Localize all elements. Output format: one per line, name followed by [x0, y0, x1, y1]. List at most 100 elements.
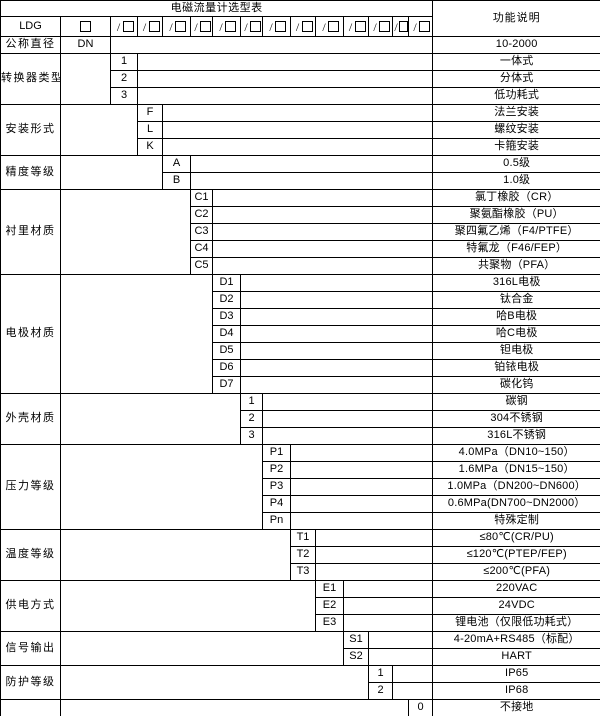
function-column-header: 功能说明 — [432, 0, 600, 37]
spacer-cell — [289, 478, 434, 496]
code-cell-pressure-p2[interactable]: P2 — [262, 461, 291, 479]
code-cell-power-e1[interactable]: E1 — [315, 580, 344, 598]
code-cell-dn[interactable]: DN — [60, 36, 111, 54]
desc-accessory-0: 不接地 — [432, 699, 600, 716]
spacer-cell — [109, 36, 434, 54]
empty-square-box-icon — [399, 21, 408, 32]
spacer-cell — [211, 189, 434, 207]
code-cell-pressure-pn[interactable]: Pn — [262, 512, 291, 530]
code-cell-protection-1[interactable]: 1 — [368, 665, 393, 683]
code-cell-shell-1[interactable]: 1 — [240, 393, 263, 411]
slash-separator: / — [169, 19, 173, 34]
model-box-1[interactable]: / — [110, 16, 138, 37]
spacer-cell — [239, 376, 434, 394]
spacer-cell — [211, 240, 434, 258]
section-label-pressure-class: 压力等级 — [0, 444, 61, 530]
spacer-cell — [261, 410, 434, 428]
slash-separator: / — [219, 19, 223, 34]
code-cell-electrode-d1[interactable]: D1 — [212, 274, 241, 292]
table-title: 电磁流量计选型表 — [0, 0, 434, 17]
code-cell-accuracy-b[interactable]: B — [162, 172, 191, 190]
code-cell-converter-3[interactable]: 3 — [110, 87, 138, 105]
desc-shell-3: 316L不锈钢 — [432, 427, 600, 445]
model-box-10[interactable]: / — [343, 16, 369, 37]
spacer-cell — [60, 444, 263, 530]
code-cell-lining-c1[interactable]: C1 — [190, 189, 213, 207]
spacer-cell — [342, 614, 434, 632]
model-box-13[interactable]: / — [407, 16, 434, 37]
code-cell-signal-s2[interactable]: S2 — [343, 648, 369, 666]
code-cell-lining-c2[interactable]: C2 — [190, 206, 213, 224]
code-cell-shell-2[interactable]: 2 — [240, 410, 263, 428]
empty-square-box-icon — [419, 21, 431, 32]
code-cell-electrode-d5[interactable]: D5 — [212, 342, 241, 360]
code-cell-pressure-p1[interactable]: P1 — [262, 444, 291, 462]
code-cell-install-k[interactable]: K — [137, 138, 163, 156]
empty-square-box-icon — [148, 21, 160, 32]
code-cell-temperature-t1[interactable]: T1 — [290, 529, 316, 547]
spacer-cell — [211, 206, 434, 224]
desc-converter-3: 低功耗式 — [432, 87, 600, 105]
model-box-2[interactable]: / — [137, 16, 163, 37]
code-cell-electrode-d6[interactable]: D6 — [212, 359, 241, 377]
section-label-electrode-material: 电极材质 — [0, 274, 61, 394]
code-cell-install-f[interactable]: F — [137, 104, 163, 122]
model-box-12[interactable]: / — [392, 16, 409, 37]
code-cell-electrode-d2[interactable]: D2 — [212, 291, 241, 309]
spacer-cell — [314, 546, 434, 564]
code-cell-pressure-p3[interactable]: P3 — [262, 478, 291, 496]
desc-protection-2: IP68 — [432, 682, 600, 700]
section-label-accuracy-class: 精度等级 — [0, 155, 61, 190]
code-cell-electrode-d4[interactable]: D4 — [212, 325, 241, 343]
model-box-11[interactable]: / — [368, 16, 393, 37]
desc-install-k: 卡箍安装 — [432, 138, 600, 156]
desc-accuracy-a: 0.5级 — [432, 155, 600, 173]
code-cell-converter-1[interactable]: 1 — [110, 53, 138, 71]
code-cell-protection-2[interactable]: 2 — [368, 682, 393, 700]
code-cell-lining-c4[interactable]: C4 — [190, 240, 213, 258]
spacer-cell — [60, 104, 138, 156]
model-box-4[interactable]: / — [190, 16, 213, 37]
spacer-cell — [261, 427, 434, 445]
spacer-cell — [261, 393, 434, 411]
section-label-temperature-class: 温度等级 — [0, 529, 61, 581]
model-box-3[interactable]: / — [162, 16, 191, 37]
slash-separator: / — [269, 19, 273, 34]
model-box-9[interactable]: / — [315, 16, 344, 37]
model-box-5[interactable]: / — [212, 16, 241, 37]
code-cell-accuracy-a[interactable]: A — [162, 155, 191, 173]
code-cell-electrode-d3[interactable]: D3 — [212, 308, 241, 326]
code-cell-electrode-d7[interactable]: D7 — [212, 376, 241, 394]
code-cell-pressure-p4[interactable]: P4 — [262, 495, 291, 513]
model-box-6[interactable]: / — [240, 16, 263, 37]
desc-temperature-t1: ≤80℃(CR/PU) — [432, 529, 600, 547]
spacer-cell — [239, 359, 434, 377]
code-cell-converter-2[interactable]: 2 — [110, 70, 138, 88]
model-box-8[interactable]: / — [290, 16, 316, 37]
code-cell-signal-s1[interactable]: S1 — [343, 631, 369, 649]
section-label-shell-material: 外壳材质 — [0, 393, 61, 445]
code-cell-lining-c3[interactable]: C3 — [190, 223, 213, 241]
spacer-cell — [391, 682, 434, 700]
desc-converter-2: 分体式 — [432, 70, 600, 88]
slash-separator: / — [244, 19, 248, 34]
code-cell-temperature-t3[interactable]: T3 — [290, 563, 316, 581]
spacer-cell — [189, 172, 434, 190]
code-cell-accessory-0[interactable]: 0 — [407, 699, 434, 716]
model-box-0[interactable] — [60, 16, 111, 37]
spacer-cell — [289, 495, 434, 513]
desc-install-l: 螺纹安装 — [432, 121, 600, 139]
desc-pressure-p3: 1.0MPa（DN200~DN600） — [432, 478, 600, 496]
code-cell-shell-3[interactable]: 3 — [240, 427, 263, 445]
section-label-accessories: 附件 — [0, 699, 61, 716]
code-cell-power-e2[interactable]: E2 — [315, 597, 344, 615]
section-label-nominal-diameter: 公称直径 — [0, 36, 61, 54]
desc-electrode-d4: 哈C电极 — [432, 325, 600, 343]
spacer-cell — [60, 529, 291, 581]
code-cell-install-l[interactable]: L — [137, 121, 163, 139]
code-cell-lining-c5[interactable]: C5 — [190, 257, 213, 275]
code-cell-temperature-t2[interactable]: T2 — [290, 546, 316, 564]
code-cell-power-e3[interactable]: E3 — [315, 614, 344, 632]
model-box-7[interactable]: / — [262, 16, 291, 37]
